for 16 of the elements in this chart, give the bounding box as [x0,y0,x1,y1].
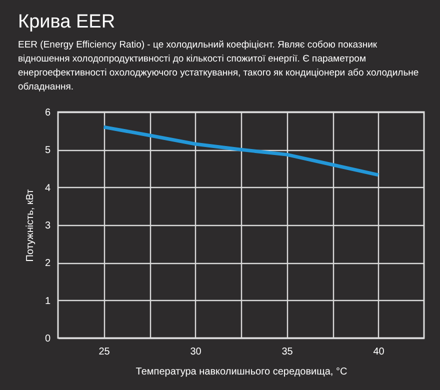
x-tick-label: 30 [190,346,202,358]
x-tick-label: 25 [98,346,110,358]
x-tick-label: 40 [373,346,385,358]
y-tick-label: 3 [44,220,51,232]
y-tick-label: 5 [44,145,51,156]
line-series [102,125,380,177]
y-tick-label: 1 [44,296,51,307]
chart-subtitle: EER (Energy Efficiency Ratio) - це холодильний коефіцієнт. Являє собою показник відношення холодопродуктивності до кількості спожитої енергії. Є параметром енергоефективності охолоджуючого устаткування, такого як кондиціонери або холодильне обладнання. [18,40,419,92]
y-axis-title: Потужність, кВт [24,188,36,262]
y-tick-label: 0 [44,334,51,344]
y-tick-label: 2 [44,258,51,270]
x-tick-label: 35 [282,346,294,358]
chart-title: Крива EER [18,12,116,32]
y-tick-label: 4 [44,182,51,194]
y-tick-label: 6 [44,108,51,118]
x-axis-title: Температура навколишнього середовища, °C [136,366,348,378]
